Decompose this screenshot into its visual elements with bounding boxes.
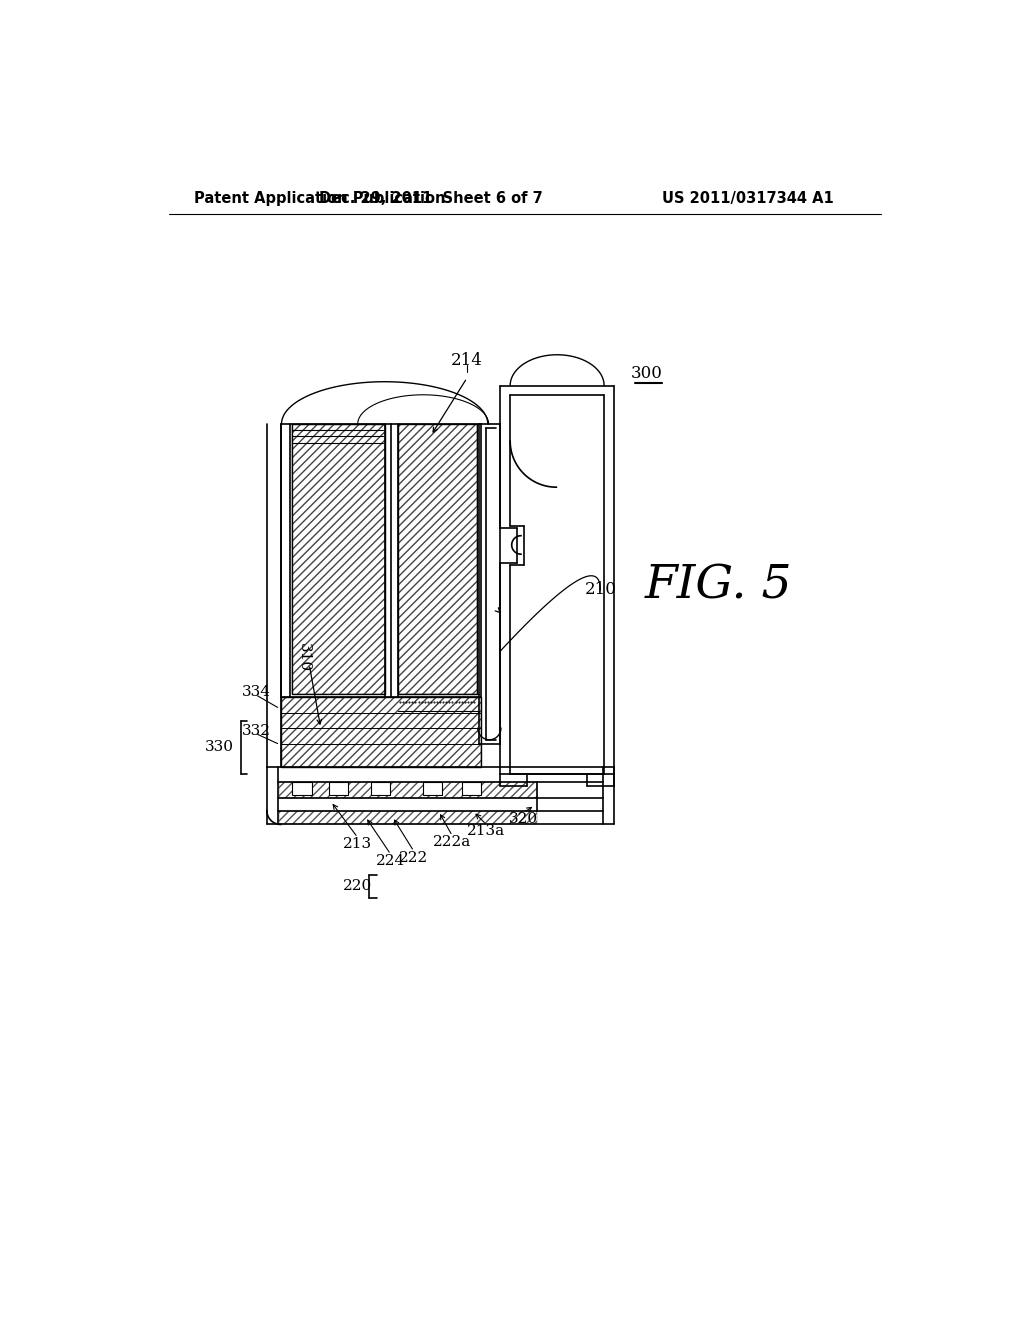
Bar (292, 424, 385, 693)
Text: 224: 224 (376, 854, 406, 867)
Text: 334: 334 (242, 685, 270, 700)
Text: 222: 222 (399, 850, 429, 865)
Bar (371, 781, 390, 795)
Bar (280, 810, 538, 825)
Bar (397, 424, 477, 693)
Text: Patent Application Publication: Patent Application Publication (194, 191, 445, 206)
Text: 300: 300 (631, 366, 663, 383)
Bar (423, 781, 442, 795)
Text: 210: 210 (585, 581, 616, 598)
Text: US 2011/0317344 A1: US 2011/0317344 A1 (662, 191, 834, 206)
Bar (292, 424, 385, 693)
Text: 330: 330 (205, 741, 233, 755)
Text: 310: 310 (297, 643, 311, 672)
Bar (292, 781, 311, 795)
Text: 222a: 222a (433, 836, 471, 849)
Bar (280, 781, 538, 797)
Text: 214: 214 (452, 351, 483, 368)
Bar (282, 697, 481, 767)
Text: 220: 220 (343, 879, 373, 894)
Text: 213a: 213a (467, 824, 506, 838)
Text: 332: 332 (242, 723, 270, 738)
Text: FIG. 5: FIG. 5 (645, 564, 793, 609)
Text: 213: 213 (343, 837, 373, 850)
Text: Dec. 29, 2011  Sheet 6 of 7: Dec. 29, 2011 Sheet 6 of 7 (319, 191, 543, 206)
Bar (397, 424, 477, 693)
Bar (462, 781, 481, 795)
Text: 320: 320 (509, 812, 538, 826)
Bar (282, 697, 481, 767)
Bar (330, 781, 348, 795)
